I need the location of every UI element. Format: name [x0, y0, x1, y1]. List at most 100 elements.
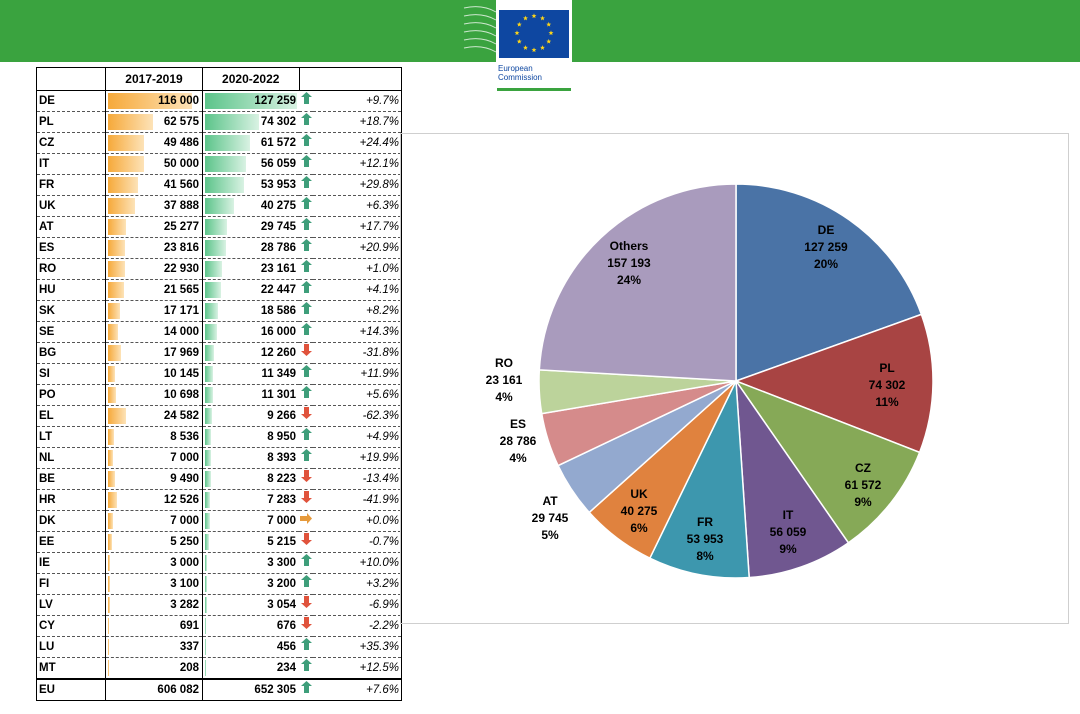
header-change [298, 67, 402, 91]
cell-2020-2022: 29 745 [202, 216, 299, 238]
cell-2017-2019: 3 282 [105, 594, 203, 616]
table-row: IE 3 000 3 300 +10.0% [36, 552, 402, 574]
bar-2020-2022 [205, 345, 214, 361]
table-row: BG 17 969 12 260 -31.8% [36, 342, 402, 364]
bar-2020-2022 [205, 156, 246, 172]
cell-2020-2022: 676 [202, 615, 299, 637]
table-total-row: EU 606 082 652 305 +7.6% [36, 678, 402, 701]
cell-change: +8.2% [313, 300, 402, 322]
table-row: UK 37 888 40 275 +6.3% [36, 195, 402, 217]
trend-up-icon [299, 678, 313, 701]
value-2017-2019: 9 490 [170, 473, 199, 485]
header-2020-2022: 2020-2022 [202, 67, 300, 91]
cell-change: +35.3% [313, 636, 402, 658]
value-2017-2019: 37 888 [163, 200, 199, 212]
bar-2017-2019 [108, 513, 114, 529]
value-2017-2019: 5 250 [170, 536, 199, 548]
trend-up-icon [299, 573, 313, 595]
pie-chart-frame: DE 127 259 20% PL 74 302 11% CZ 61 572 9% IT 56 05… [400, 133, 1069, 624]
value-2017-2019: 41 560 [163, 179, 199, 191]
header-country [36, 67, 106, 91]
pie-slice-pl [733, 313, 934, 454]
cell-change: +17.7% [313, 216, 402, 238]
cell-country: EL [36, 405, 106, 427]
value-2017-2019: 7 000 [170, 452, 199, 464]
cell-2020-2022: 22 447 [202, 279, 299, 301]
cell-change: +20.9% [313, 237, 402, 259]
cell-2017-2019: 23 816 [105, 237, 203, 259]
trend-down-icon [299, 489, 313, 511]
cell-country: NL [36, 447, 106, 469]
bar-2020-2022 [205, 387, 214, 403]
cell-change: +18.7% [313, 111, 402, 133]
pie-slice-de [735, 183, 923, 383]
ec-logo [463, 0, 572, 94]
cell-2017-2019: 14 000 [105, 321, 203, 343]
bar-2020-2022 [205, 261, 222, 277]
cell-change: +7.6% [313, 678, 402, 701]
value-2020-2022: 40 275 [260, 200, 296, 212]
cell-2017-2019: 21 565 [105, 279, 203, 301]
value-2020-2022: 53 953 [260, 179, 296, 191]
bar-2020-2022 [205, 555, 208, 571]
table-row: PO 10 698 11 301 +5.6% [36, 384, 402, 406]
value-2017-2019: 21 565 [163, 284, 199, 296]
eu-star [523, 45, 528, 50]
table-row: SI 10 145 11 349 +11.9% [36, 363, 402, 385]
bar-2020-2022 [205, 93, 297, 109]
cell-2020-2022: 456 [202, 636, 299, 658]
bar-2017-2019 [108, 408, 126, 424]
value-2020-2022: 3 300 [267, 557, 296, 569]
cell-2020-2022: 11 301 [202, 384, 299, 406]
eu-star [548, 30, 554, 36]
cell-country: HR [36, 489, 106, 511]
cell-2017-2019: 22 930 [105, 258, 203, 280]
bar-2017-2019 [108, 345, 121, 361]
value-2020-2022: 9 266 [267, 410, 296, 422]
bar-2017-2019 [108, 597, 111, 613]
cell-2017-2019: 3 000 [105, 552, 203, 574]
table-row: ES 23 816 28 786 +20.9% [36, 237, 402, 259]
value-2017-2019: 3 000 [170, 557, 199, 569]
cell-2017-2019: 37 888 [105, 195, 203, 217]
cell-2017-2019: 24 582 [105, 405, 203, 427]
cell-country: EE [36, 531, 106, 553]
value-2017-2019: 50 000 [163, 158, 199, 170]
bar-2017-2019 [108, 198, 136, 214]
cell-country: AT [36, 216, 106, 238]
cell-2017-2019: 5 250 [105, 531, 203, 553]
cell-2020-2022: 3 054 [202, 594, 299, 616]
pie-slice-fr [648, 378, 750, 579]
value-2020-2022: 22 447 [260, 284, 296, 296]
trend-down-icon [299, 594, 313, 616]
table-row: BE 9 490 8 223 -13.4% [36, 468, 402, 490]
trend-up-icon [299, 657, 313, 680]
cell-2020-2022: 234 [202, 657, 299, 680]
table-row: LT 8 536 8 950 +4.9% [36, 426, 402, 448]
cell-2017-2019: 10 145 [105, 363, 203, 385]
trend-up-icon [299, 363, 313, 385]
value-2020-2022: 7 283 [267, 494, 296, 506]
value-2017-2019: 24 582 [163, 410, 199, 422]
pie-chart: DE 127 259 20% PL 74 302 11% CZ 61 572 9% IT 56 05… [486, 183, 934, 579]
cell-country: SI [36, 363, 106, 385]
cell-2020-2022: 23 161 [202, 258, 299, 280]
value-2020-2022: 8 950 [267, 431, 296, 443]
cell-2017-2019: 337 [105, 636, 203, 658]
table-row: SE 14 000 16 000 +14.3% [36, 321, 402, 343]
eu-star [546, 38, 552, 44]
slice-label-it: IT 56 059 9% [770, 508, 807, 556]
trend-up-icon [299, 258, 313, 280]
cell-2020-2022: 5 215 [202, 531, 299, 553]
bar-2020-2022 [205, 597, 208, 613]
cell-2017-2019: 17 969 [105, 342, 203, 364]
cell-2020-2022: 8 223 [202, 468, 299, 490]
value-2020-2022: 11 301 [261, 389, 296, 401]
cell-country: IE [36, 552, 106, 574]
cell-country: FR [36, 174, 106, 196]
bar-2020-2022 [205, 198, 235, 214]
bar-2017-2019 [108, 534, 112, 550]
slice-label-others: Others 157 193 24% [607, 239, 651, 287]
cell-country: FI [36, 573, 106, 595]
table-row: HU 21 565 22 447 +4.1% [36, 279, 402, 301]
